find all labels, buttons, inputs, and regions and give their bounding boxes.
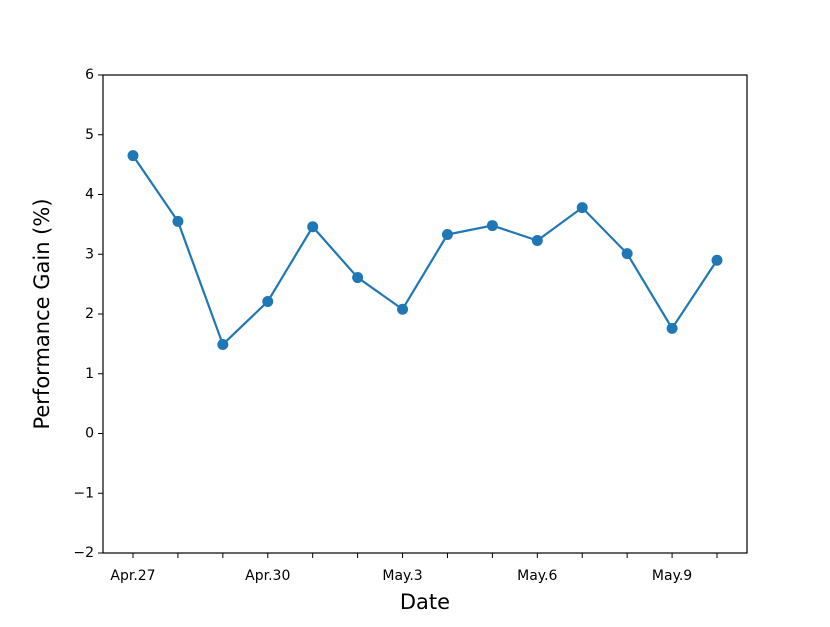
y-tick-label: 4 — [85, 187, 94, 203]
plot-frame — [102, 74, 748, 554]
point — [441, 229, 453, 241]
point — [352, 272, 364, 284]
y-axis-label: Performance Gain (%) — [30, 198, 54, 429]
y-tick-label: 0 — [85, 426, 94, 442]
x-axis-label: Date — [400, 590, 450, 614]
point — [621, 248, 633, 260]
y-tick-label: 3 — [85, 246, 94, 262]
x-tick-label: Apr.30 — [245, 568, 290, 584]
x-tick-label: May.3 — [382, 568, 422, 584]
y-tick-label: −1 — [73, 485, 94, 501]
point — [127, 150, 139, 162]
x-tick-label: May.9 — [652, 568, 692, 584]
point — [397, 303, 409, 315]
y-tick-label: 2 — [85, 306, 94, 322]
point — [711, 254, 723, 266]
y-tick-label: 1 — [85, 366, 94, 382]
point — [307, 221, 319, 233]
point — [172, 215, 184, 227]
x-tick-label: May.6 — [517, 568, 557, 584]
y-tick-label: −2 — [73, 545, 94, 561]
point — [531, 235, 543, 247]
point — [666, 322, 678, 334]
x-tick-label: Apr.27 — [110, 568, 155, 584]
line — [132, 155, 718, 347]
point — [486, 220, 498, 232]
point — [576, 202, 588, 214]
point — [262, 295, 274, 307]
y-tick-label: 6 — [85, 67, 94, 83]
point — [217, 338, 229, 350]
y-tick-label: 5 — [85, 127, 94, 143]
